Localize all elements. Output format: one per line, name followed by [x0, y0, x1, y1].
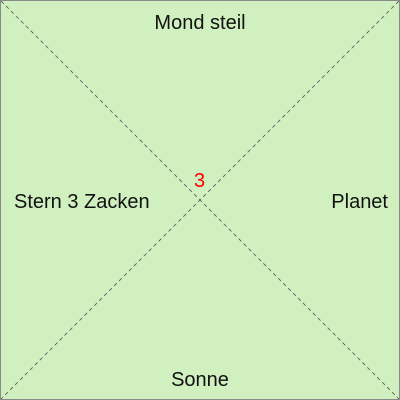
label-left-stern-3-zacken[interactable]: Stern 3 Zacken — [14, 191, 150, 213]
label-bottom-sonne[interactable]: Sonne — [171, 369, 229, 391]
label-top-mond-steil[interactable]: Mond steil — [154, 12, 246, 34]
label-right-planet[interactable]: Planet — [331, 191, 388, 213]
center-number: 3 — [194, 170, 206, 192]
